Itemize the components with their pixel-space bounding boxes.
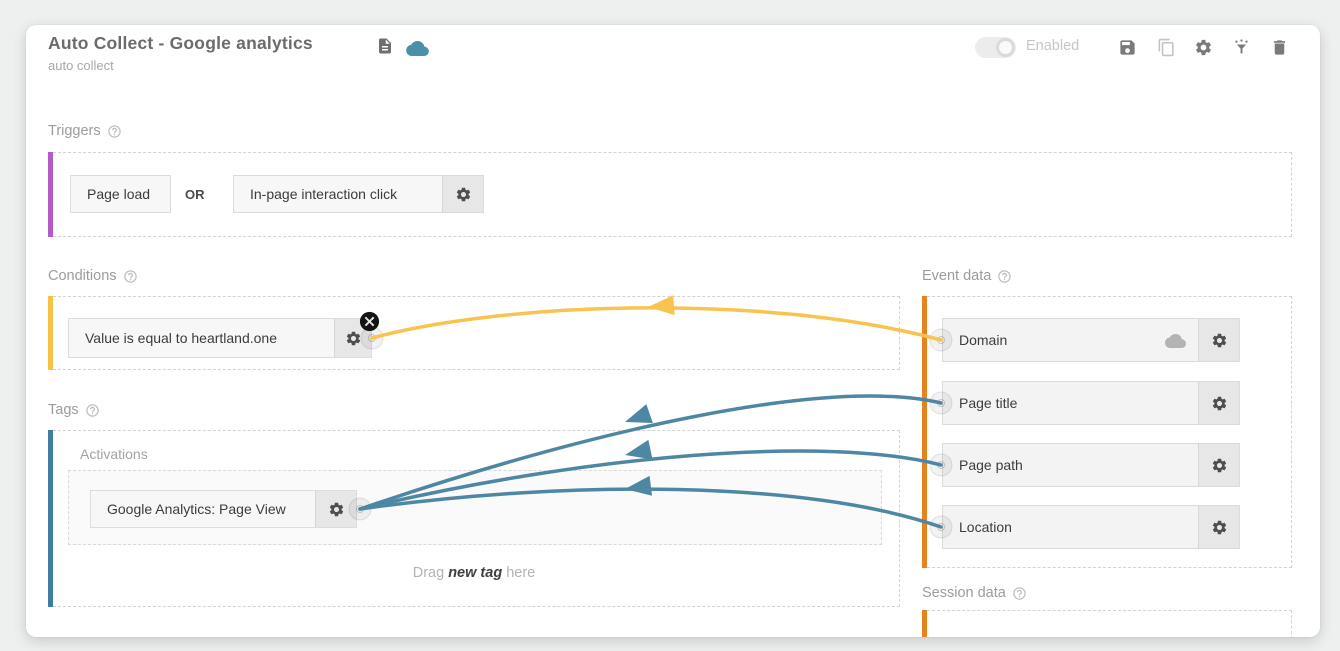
toggle-knob xyxy=(996,38,1015,57)
triggers-accent-bar xyxy=(48,152,53,237)
gear-icon[interactable] xyxy=(442,176,483,212)
document-icon xyxy=(376,37,394,60)
save-button[interactable] xyxy=(1118,38,1137,57)
cloud-synced-icon xyxy=(406,40,429,61)
or-operator: OR xyxy=(185,187,205,202)
help-icon[interactable] xyxy=(123,269,138,284)
tag-editor-card: Auto Collect - Google analytics auto col… xyxy=(26,25,1320,637)
arrowhead xyxy=(625,404,653,423)
event-data-section-label: Event data xyxy=(922,268,1012,284)
session-data-section-label: Session data xyxy=(922,585,1027,601)
activations-group-label: Activations xyxy=(80,446,148,462)
help-icon[interactable] xyxy=(107,124,122,139)
page-title: Auto Collect - Google analytics xyxy=(48,33,313,53)
event-data-location[interactable]: Location xyxy=(942,505,1240,549)
trigger-in-page-click[interactable]: In-page interaction click xyxy=(233,175,484,213)
help-icon[interactable] xyxy=(997,269,1012,284)
enabled-toggle[interactable] xyxy=(975,37,1016,58)
gear-icon[interactable] xyxy=(315,491,356,527)
help-icon[interactable] xyxy=(1012,586,1027,601)
gear-icon[interactable] xyxy=(1198,506,1239,548)
trigger-page-load[interactable]: Page load xyxy=(70,175,171,213)
debug-button[interactable] xyxy=(1232,38,1251,57)
tags-accent-bar xyxy=(48,430,53,607)
settings-button[interactable] xyxy=(1194,38,1213,57)
session-data-panel xyxy=(922,610,1292,637)
enabled-toggle-label: Enabled xyxy=(1026,38,1080,54)
help-icon[interactable] xyxy=(85,403,100,418)
conditions-section-label: Conditions xyxy=(48,268,138,284)
gear-icon[interactable] xyxy=(1198,319,1239,361)
event-data-page-title[interactable]: Page title xyxy=(942,381,1240,425)
triggers-section-label: Triggers xyxy=(48,123,122,139)
condition-value-equal[interactable]: Value is equal to heartland.one xyxy=(68,318,372,358)
tags-section-label: Tags xyxy=(48,402,100,418)
event-data-page-path[interactable]: Page path xyxy=(942,443,1240,487)
session-data-accent-bar xyxy=(922,610,927,637)
cloud-icon xyxy=(1165,319,1186,361)
gear-icon[interactable] xyxy=(1198,382,1239,424)
page-subtitle: auto collect xyxy=(48,58,114,73)
conditions-accent-bar xyxy=(48,296,53,370)
delete-button[interactable] xyxy=(1270,38,1289,57)
remove-condition-icon[interactable] xyxy=(358,310,381,333)
duplicate-button[interactable] xyxy=(1157,38,1176,57)
drag-new-tag-hint: Drag new tag here xyxy=(412,565,536,581)
tag-ga-page-view[interactable]: Google Analytics: Page View xyxy=(90,490,357,528)
gear-icon[interactable] xyxy=(1198,444,1239,486)
event-data-domain[interactable]: Domain xyxy=(942,318,1240,362)
event-data-accent-bar xyxy=(922,296,927,568)
